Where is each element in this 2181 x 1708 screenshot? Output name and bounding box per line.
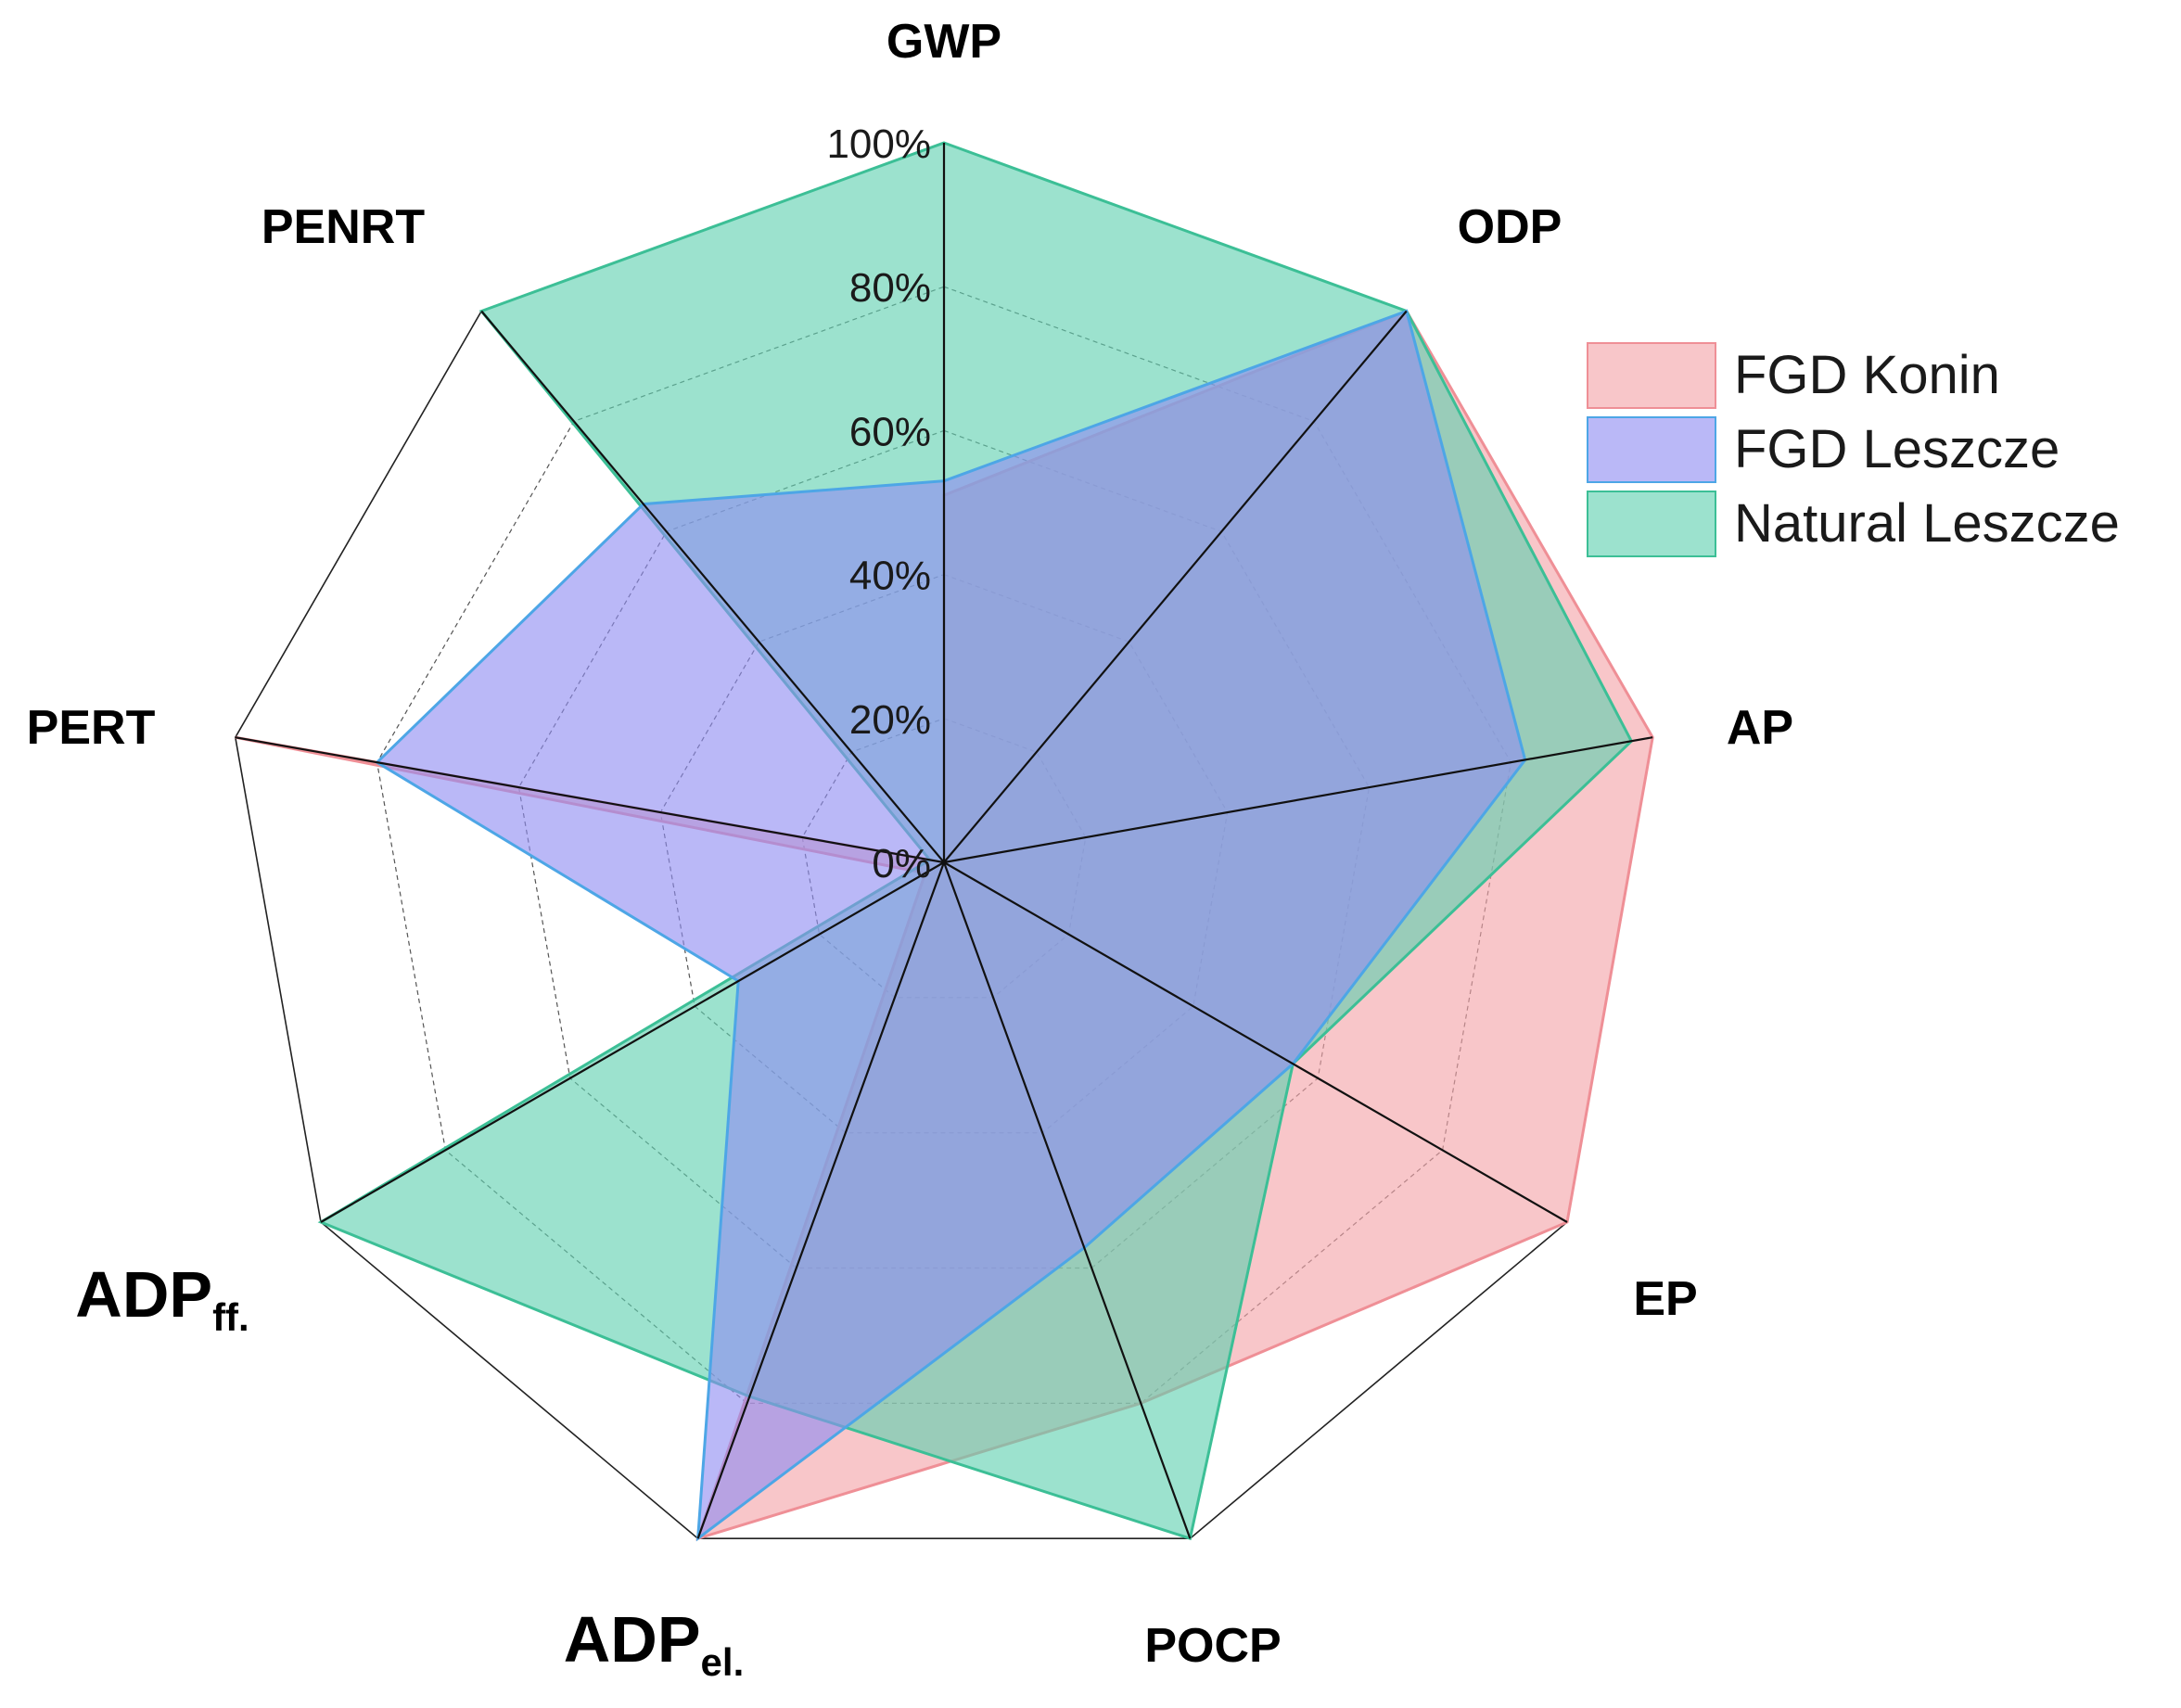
- axis-spoke-6: [320, 861, 945, 1223]
- radar-spokes: [235, 143, 1653, 1539]
- axis-label-ep: EP: [1633, 1272, 1697, 1326]
- legend-swatch-fgd-konin: [1587, 342, 1716, 409]
- axis-spoke-2: [943, 736, 1653, 864]
- axis-label-ap: AP: [1727, 701, 1793, 755]
- radar-tick-labels: 0% 20% 40% 60% 80% 100%: [826, 121, 931, 886]
- axis-spoke-8: [480, 310, 945, 863]
- radar-series: [235, 141, 1654, 1542]
- axis-label-penrt: PENRT: [261, 200, 425, 254]
- axis-spoke-7: [235, 736, 945, 864]
- tick-label-0: 0%: [872, 841, 931, 886]
- tick-label-20: 20%: [849, 697, 931, 743]
- axis-label-pert: PERT: [27, 701, 156, 755]
- legend-swatch-natural-leszcze: [1587, 491, 1716, 557]
- chart-legend: FGD Konin FGD Leszcze Natural Leszcze: [1587, 342, 2120, 557]
- axis-label-gwp: GWP: [886, 15, 1001, 69]
- tick-label-40: 40%: [849, 554, 931, 599]
- axis-spoke-4: [942, 861, 1192, 1539]
- axis-spoke-3: [943, 861, 1568, 1223]
- series-area-fgd-leszcze: [375, 309, 1527, 1542]
- legend-swatch-fgd-leszcze: [1587, 416, 1716, 483]
- tick-label-60: 60%: [849, 409, 931, 454]
- legend-label-fgd-konin: FGD Konin: [1734, 345, 2000, 405]
- axis-label-pocp: POCP: [1144, 1619, 1281, 1673]
- legend-label-natural-leszcze: Natural Leszcze: [1734, 493, 2120, 554]
- tick-label-100: 100%: [826, 121, 931, 167]
- tick-label-80: 80%: [849, 265, 931, 311]
- axis-spoke-1: [943, 310, 1408, 863]
- axis-label-adp-el: ADPel.: [564, 1603, 745, 1684]
- legend-label-fgd-leszcze: FGD Leszcze: [1734, 419, 2060, 479]
- axis-label-odp: ODP: [1458, 200, 1562, 254]
- axis-label-adp-ff: ADPff.: [75, 1258, 249, 1339]
- axis-spoke-5: [696, 861, 946, 1539]
